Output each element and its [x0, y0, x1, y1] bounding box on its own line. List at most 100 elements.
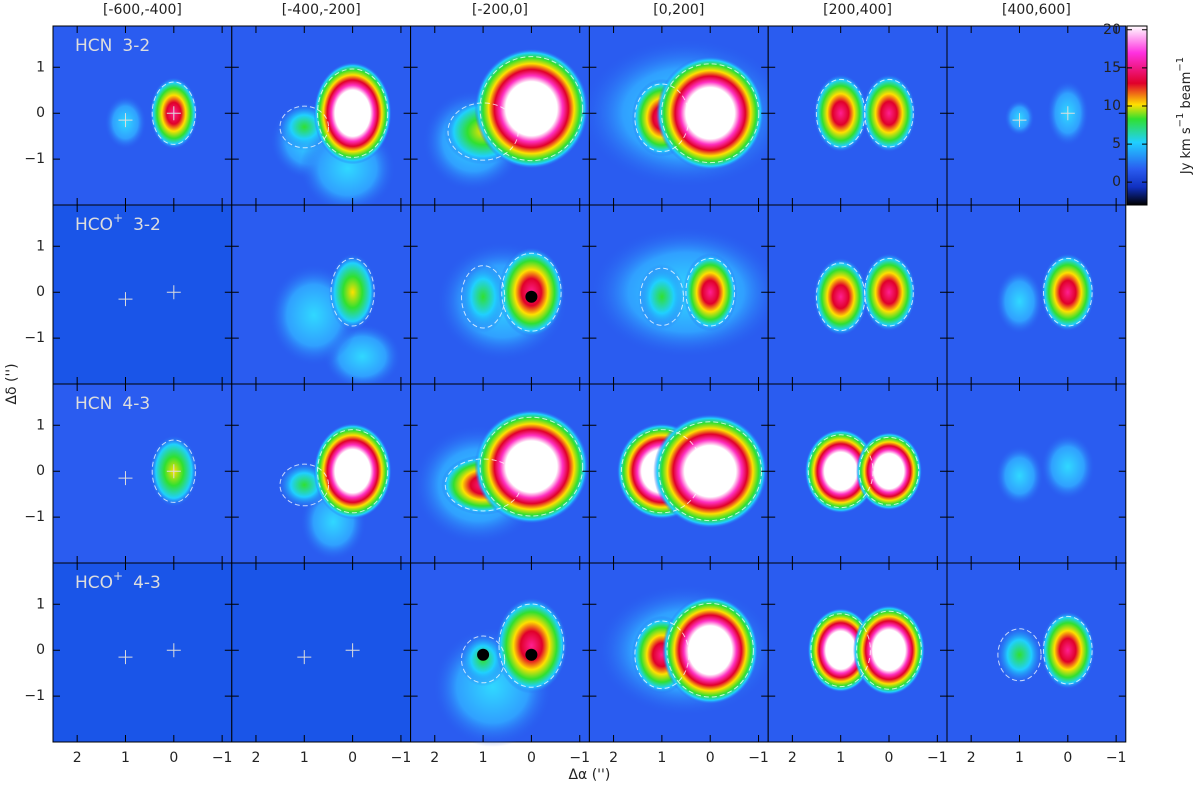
transition: 3-2	[122, 36, 150, 56]
x-tick-label: 2	[252, 750, 261, 766]
contour	[447, 102, 519, 161]
x-tick-label: −1	[1106, 750, 1127, 766]
contour	[810, 613, 871, 688]
emission-blob	[856, 432, 923, 511]
emission-blob	[813, 74, 868, 153]
y-axis-label: Δδ ('')	[4, 363, 20, 404]
contour	[666, 602, 754, 698]
emission	[804, 429, 923, 514]
emission	[995, 433, 1095, 506]
y-tick-label: 0	[36, 105, 45, 121]
emission-blob	[995, 624, 1044, 685]
emission	[813, 74, 917, 153]
map-panel	[946, 25, 1127, 206]
emission-blob	[862, 253, 917, 332]
species: HCN	[75, 394, 112, 414]
x-tick-label: 2	[967, 750, 976, 766]
emission-blob	[853, 605, 926, 696]
x-axis-label: Δα ('')	[568, 767, 610, 783]
emission	[268, 253, 402, 390]
contour	[317, 429, 389, 514]
contour	[815, 78, 866, 148]
emission-blob	[637, 263, 686, 330]
x-tick-label: 0	[1063, 750, 1072, 766]
contour	[498, 603, 565, 688]
cross	[1012, 113, 1027, 128]
emission	[422, 48, 589, 192]
contour	[460, 265, 506, 329]
x-tick-label: 2	[430, 750, 439, 766]
emission-blob	[459, 260, 508, 333]
x-tick-label: 0	[706, 750, 715, 766]
emission	[995, 253, 1095, 335]
emission	[270, 62, 396, 214]
emission-blob	[328, 253, 377, 332]
emission	[436, 241, 569, 362]
contour	[1043, 615, 1093, 685]
x-tick-label: 0	[527, 750, 536, 766]
emission-blob	[862, 74, 917, 153]
emission-blob	[313, 62, 392, 165]
transition: 3-2	[133, 215, 161, 235]
x-tick-label: 1	[836, 750, 845, 766]
emission-blob	[662, 596, 759, 705]
x-tick-label: 0	[885, 750, 894, 766]
row-label: HCO+ 4-3	[75, 569, 161, 594]
contour	[317, 68, 389, 158]
x-tick-label: 2	[73, 750, 82, 766]
emission-blob	[656, 56, 765, 171]
y-tick-label: 1	[36, 417, 45, 433]
contour	[479, 416, 584, 517]
absorption	[525, 648, 538, 661]
contour	[151, 81, 196, 145]
cross	[118, 471, 133, 486]
absorption	[525, 290, 538, 303]
y-tick-label: 1	[36, 596, 45, 612]
emission	[807, 605, 926, 696]
x-tick-label: −1	[212, 750, 233, 766]
contour	[856, 610, 922, 690]
emission-blob	[474, 48, 589, 169]
contour	[661, 63, 760, 164]
x-tick-label: 1	[657, 750, 666, 766]
emission	[412, 409, 589, 545]
species: HCO	[75, 573, 113, 593]
label-exponent: −1	[1175, 113, 1186, 128]
contour	[634, 83, 690, 153]
map-panel	[52, 204, 233, 385]
cross	[118, 113, 133, 128]
x-tick-label: 0	[169, 750, 178, 766]
x-tick-label: −1	[569, 750, 590, 766]
cross	[297, 650, 312, 665]
contour	[639, 267, 684, 326]
contour	[460, 635, 506, 684]
charge: +	[113, 569, 123, 583]
map-panel	[231, 562, 412, 743]
colorbar-label: Jy km s−1 beam−1	[1175, 57, 1194, 175]
contour	[997, 628, 1042, 682]
cross	[1060, 106, 1075, 121]
colorbar-tick-label: 5	[1112, 136, 1121, 152]
transition: 4-3	[122, 394, 150, 414]
y-tick-label: −1	[24, 509, 45, 525]
column-title: [-600,-400]	[103, 2, 182, 18]
absorption	[477, 648, 490, 661]
emission-blob	[995, 445, 1044, 506]
cross	[166, 464, 181, 479]
emission-blob	[495, 597, 568, 694]
x-tick-label: 2	[609, 750, 618, 766]
colorbar-tick-label: 20	[1103, 22, 1121, 38]
contour	[279, 105, 330, 149]
cross	[166, 285, 181, 300]
contour	[444, 458, 522, 512]
contour	[279, 463, 330, 507]
species: HCN	[75, 36, 112, 56]
y-tick-label: 1	[36, 59, 45, 75]
emission-blob	[813, 257, 868, 336]
x-tick-label: 1	[479, 750, 488, 766]
cross	[166, 643, 181, 658]
contour	[501, 252, 562, 332]
contour	[815, 262, 866, 332]
colorbar	[1126, 25, 1148, 206]
